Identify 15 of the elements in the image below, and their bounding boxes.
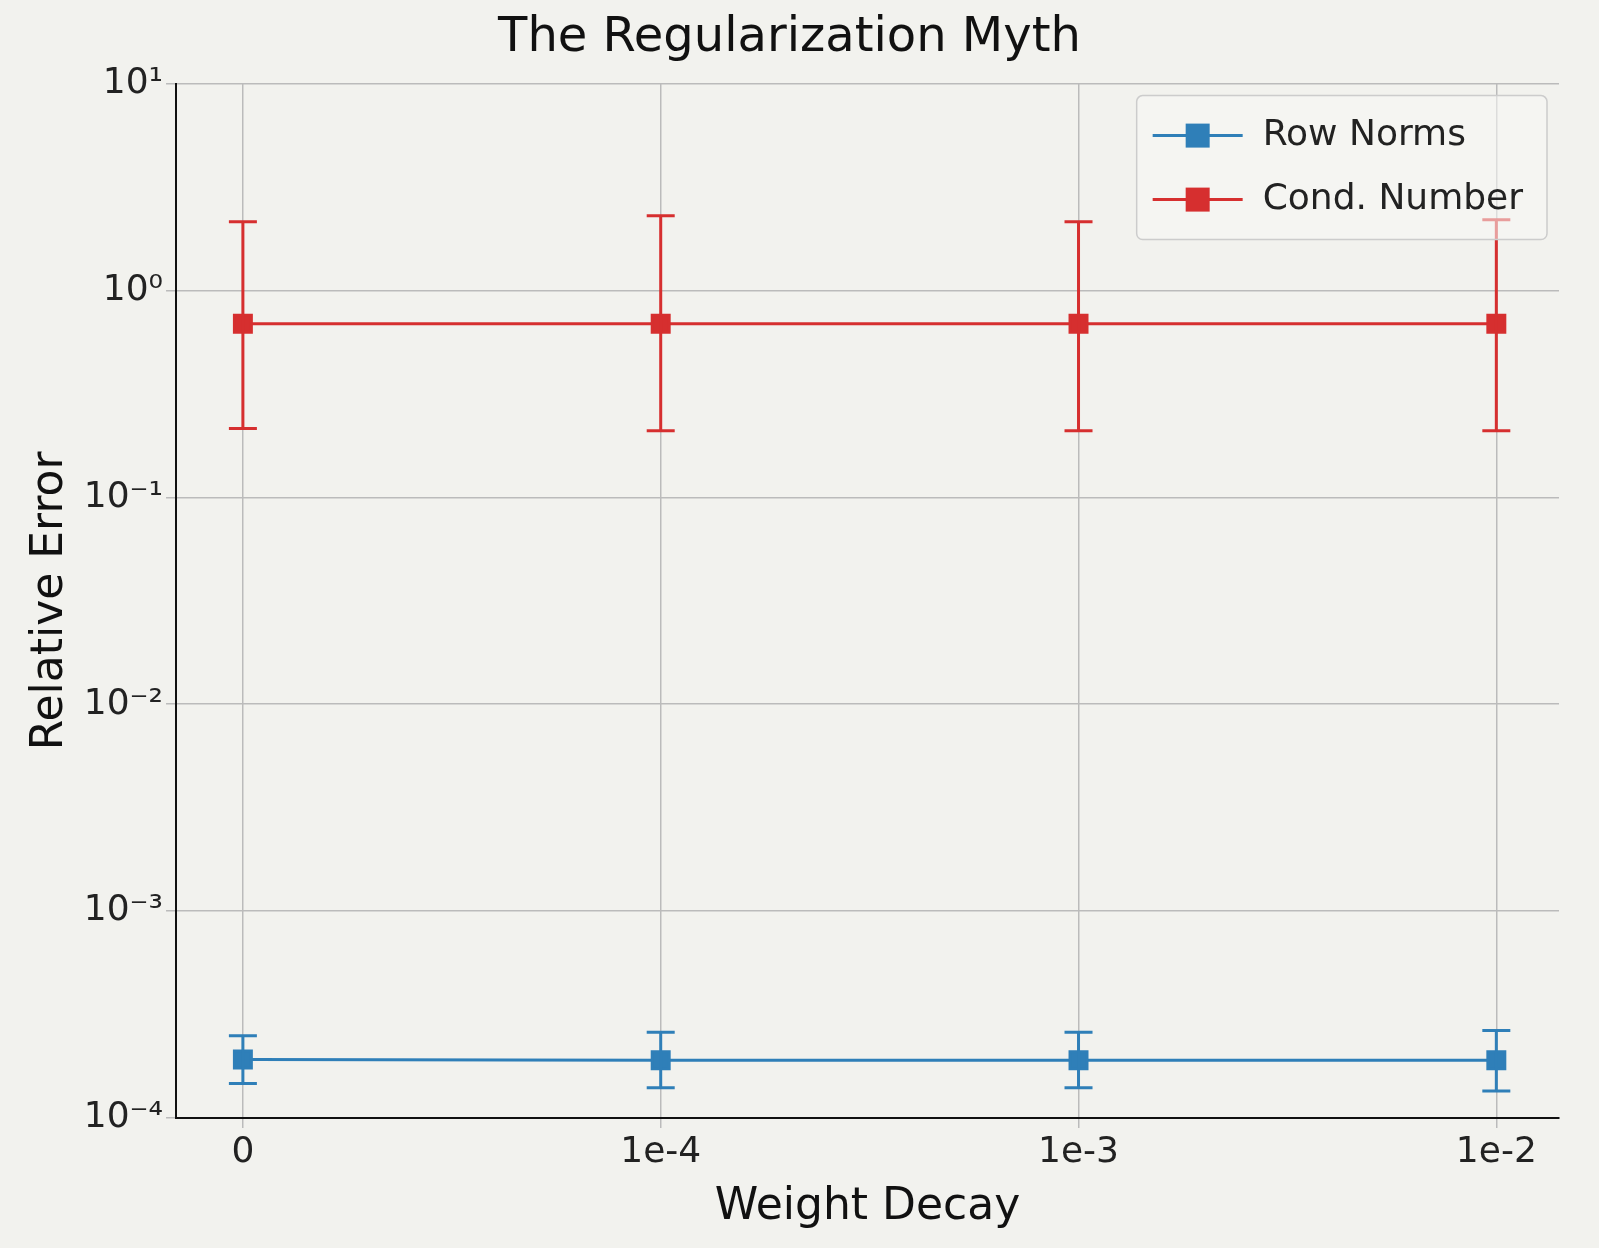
legend-label: Row Norms — [1262, 111, 1466, 153]
y-tick-label: 10⁻² — [83, 680, 164, 722]
y-tick-label: 10⁰ — [102, 266, 164, 308]
x-tick-label: 1e-3 — [1038, 1128, 1119, 1170]
x-tick-label: 0 — [231, 1128, 255, 1170]
y-tick-label: 10⁻⁴ — [83, 1094, 164, 1136]
chart-title: The Regularization Myth — [497, 6, 1081, 63]
x-tick-label: 1e-2 — [1455, 1128, 1537, 1170]
x-tick-label: 1e-4 — [620, 1128, 702, 1170]
y-tick-label: 10¹ — [102, 59, 164, 101]
y-tick-label: 10⁻¹ — [83, 473, 164, 515]
y-axis-title: Relative Error — [20, 450, 72, 751]
x-axis-title: Weight Decay — [714, 1178, 1021, 1230]
y-tick-label: 10⁻³ — [83, 887, 164, 929]
legend-label: Cond. Number — [1262, 175, 1524, 217]
